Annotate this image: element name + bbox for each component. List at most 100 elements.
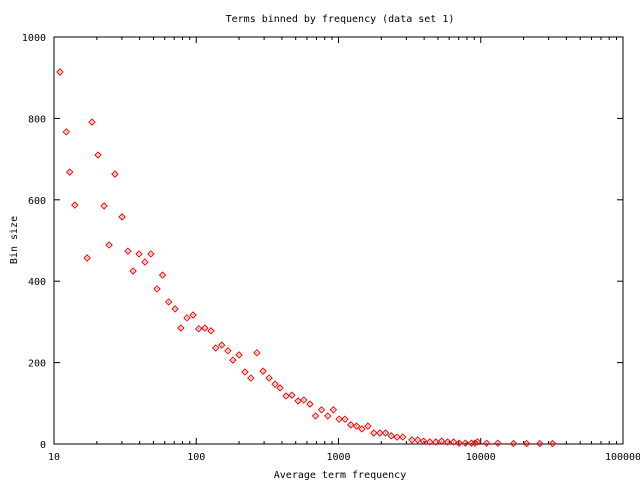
data-point — [294, 397, 302, 405]
data-point — [218, 341, 226, 349]
data-point-center — [144, 261, 146, 263]
data-point-center — [103, 205, 105, 207]
data-point-center — [447, 441, 449, 443]
data-point — [461, 439, 470, 447]
data-point — [271, 380, 279, 388]
data-point-center — [435, 441, 437, 443]
data-point-center — [429, 441, 431, 443]
data-point-center — [486, 442, 488, 444]
data-point-center — [321, 409, 323, 411]
data-point-center — [453, 441, 455, 443]
data-point-center — [138, 253, 140, 255]
data-point-center — [417, 439, 419, 441]
data-point-center — [315, 415, 317, 417]
data-point-center — [186, 317, 188, 319]
data-point-center — [162, 274, 164, 276]
data-point-center — [108, 244, 110, 246]
data-point — [253, 349, 261, 357]
data-point-center — [86, 257, 88, 259]
y-tick-label: 200 — [28, 359, 46, 370]
data-point — [548, 439, 557, 448]
data-point — [183, 314, 191, 322]
data-point-center — [232, 359, 234, 361]
chart-title: Terms binned by frequency (data set 1) — [226, 14, 455, 25]
data-point-center — [268, 377, 270, 379]
data-point — [129, 267, 137, 275]
data-point-center — [303, 399, 305, 401]
data-point-center — [513, 443, 515, 445]
data-point-center — [552, 443, 554, 445]
data-point-center — [309, 403, 311, 405]
data-point-center — [497, 442, 499, 444]
data-point-center — [150, 253, 152, 255]
data-point — [482, 439, 491, 447]
data-point — [276, 384, 284, 392]
data-point-center — [464, 442, 466, 444]
x-tick-label: 10 — [48, 452, 60, 463]
data-point-center — [390, 435, 392, 437]
x-tick-label: 1000 — [326, 452, 350, 463]
data-point-center — [244, 371, 246, 373]
data-point — [164, 298, 173, 306]
data-point — [211, 344, 220, 352]
data-point — [224, 347, 232, 355]
data-point — [437, 437, 446, 445]
data-point — [88, 118, 96, 126]
data-point — [135, 250, 143, 258]
data-point — [426, 438, 434, 446]
data-point-center — [291, 394, 293, 396]
data-point-center — [91, 121, 93, 123]
data-point — [300, 396, 308, 404]
data-point-center — [327, 415, 329, 417]
data-point-center — [256, 352, 258, 354]
data-point — [141, 258, 149, 266]
data-point-center — [297, 400, 299, 402]
data-point — [393, 433, 401, 441]
y-tick-label: 800 — [28, 114, 46, 125]
data-point-center — [361, 428, 363, 430]
data-point — [66, 168, 74, 176]
data-point-center — [204, 327, 206, 329]
data-point — [522, 439, 531, 448]
data-point-center — [423, 440, 425, 442]
data-point — [364, 422, 372, 430]
data-point-center — [477, 441, 479, 443]
data-point — [124, 247, 132, 255]
data-point — [189, 311, 197, 319]
data-point-center — [458, 442, 460, 444]
data-point — [201, 324, 209, 332]
data-point-center — [210, 330, 212, 332]
data-point — [443, 438, 452, 446]
data-point-center — [441, 440, 443, 442]
data-point-center — [74, 204, 76, 206]
data-point — [317, 406, 326, 414]
data-point-center — [227, 350, 229, 352]
data-point — [408, 436, 416, 444]
data-point-center — [402, 436, 404, 438]
data-point-center — [379, 432, 381, 434]
data-point — [306, 400, 314, 408]
data-point — [311, 412, 320, 420]
data-point — [171, 305, 179, 313]
data-point-center — [332, 409, 334, 411]
plot-frame — [53, 36, 624, 445]
data-point-center — [474, 442, 476, 444]
data-point-center — [526, 443, 528, 445]
data-point — [56, 68, 64, 76]
data-point-center — [221, 344, 223, 346]
data-point — [288, 391, 296, 399]
data-point — [358, 425, 366, 433]
data-point-center — [338, 418, 340, 420]
data-point-center — [121, 216, 123, 218]
data-point — [473, 438, 482, 446]
data-point-center — [279, 387, 281, 389]
data-point-center — [168, 301, 170, 303]
data-point — [153, 285, 161, 293]
data-point-center — [192, 314, 194, 316]
data-point — [335, 415, 343, 423]
data-point — [471, 439, 479, 447]
data-point-center — [59, 71, 61, 73]
data-point — [94, 151, 102, 159]
data-point-center — [127, 250, 129, 252]
